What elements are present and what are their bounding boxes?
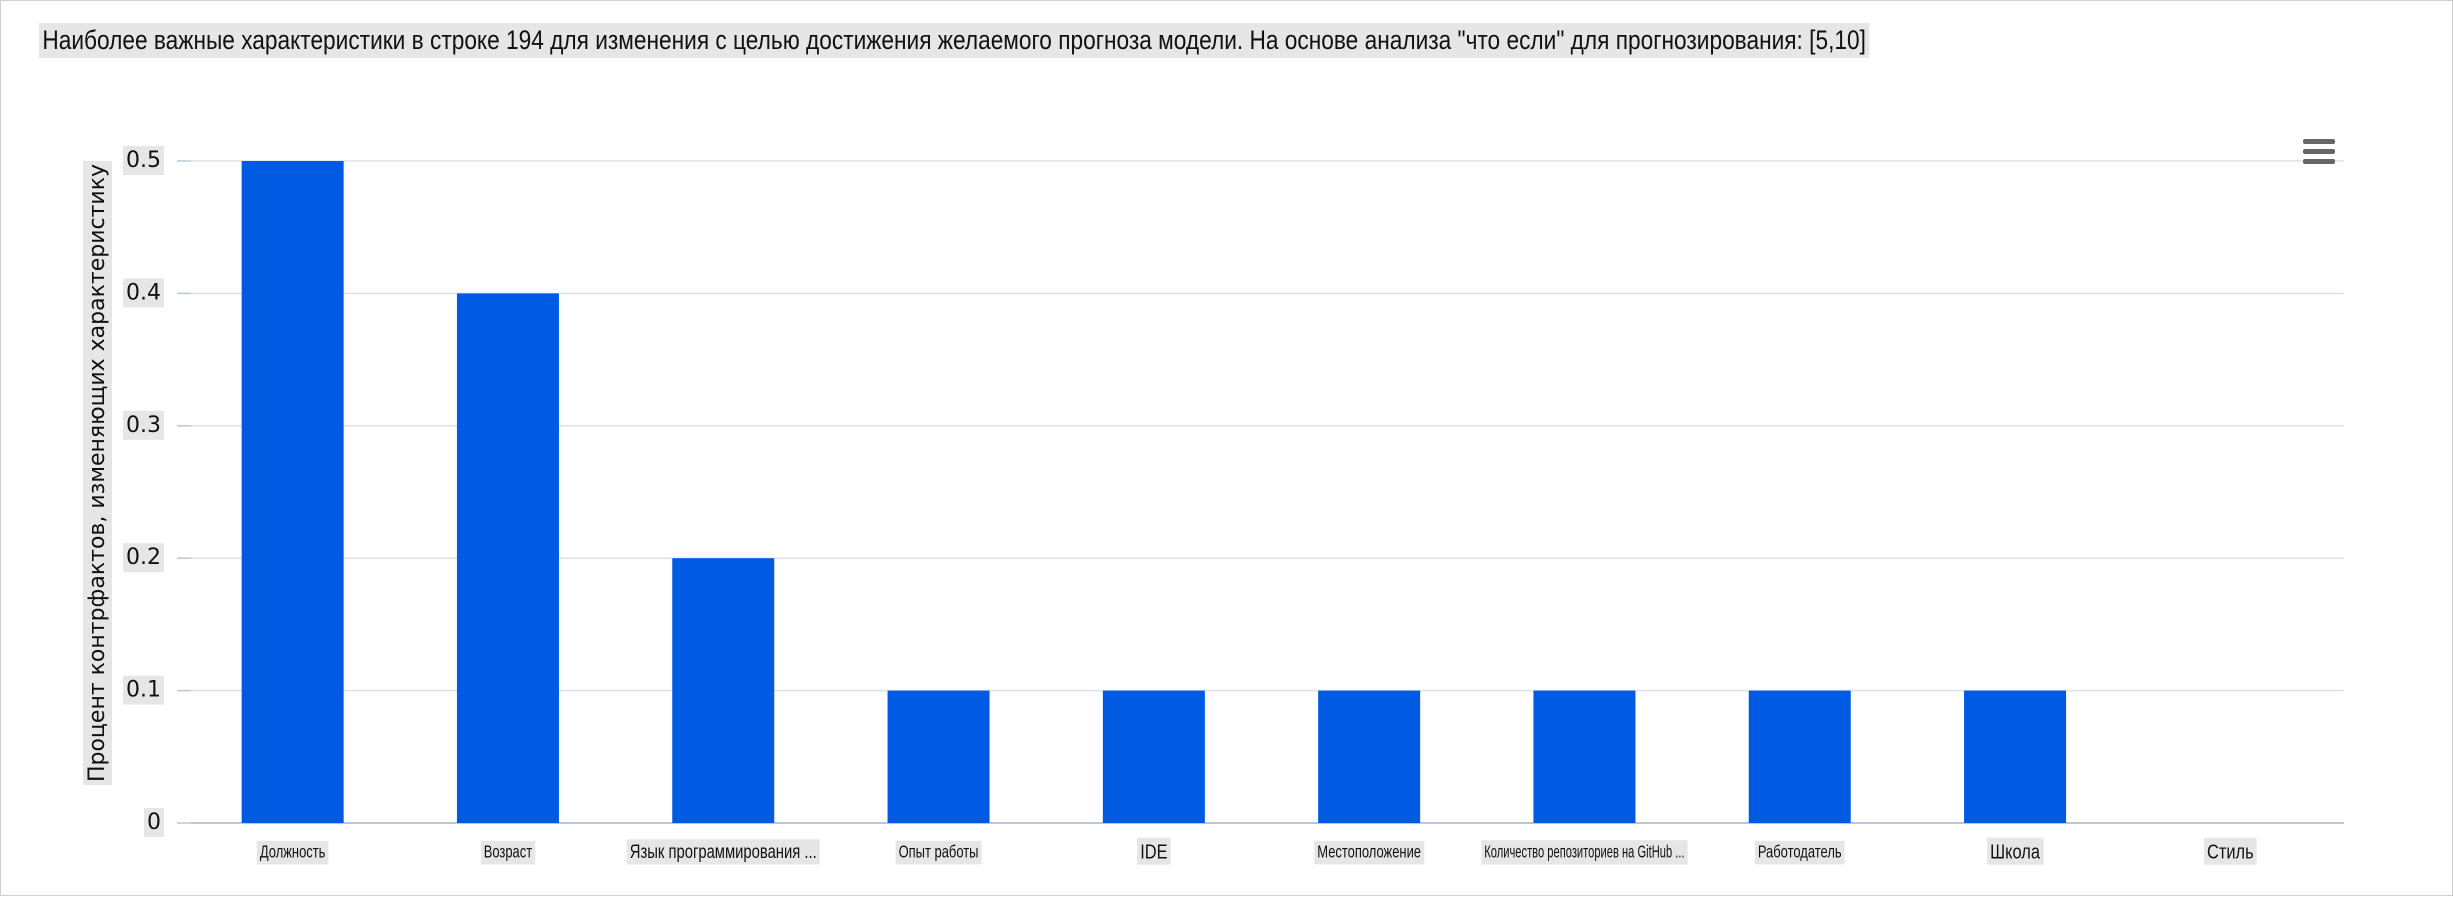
y-tick-label-background <box>123 278 164 308</box>
x-tick-label: Местоположение <box>1317 843 1421 863</box>
y-tick-label: 0.3 <box>126 413 161 438</box>
chart-title: Наиболее важные характеристики в строке … <box>39 23 1870 58</box>
menu-line-icon <box>2303 139 2335 144</box>
y-axis-title: Процент контрфактов, изменяющих характер… <box>85 164 110 782</box>
menu-line-icon <box>2303 149 2335 154</box>
y-tick-label-background <box>123 146 164 175</box>
x-tick-label: Работодатель <box>1758 843 1842 863</box>
y-tick-label: 0 <box>147 810 161 835</box>
bar[interactable] <box>1318 690 1421 823</box>
x-tick-label-background <box>480 840 536 865</box>
x-tick-label-background <box>1754 840 1845 865</box>
y-tick-label-background <box>123 675 164 705</box>
bar[interactable] <box>1964 690 2067 823</box>
bar[interactable] <box>241 161 344 823</box>
bar[interactable] <box>887 690 990 823</box>
x-tick-label: Должность <box>260 843 326 863</box>
y-tick-label: 0.5 <box>126 148 161 173</box>
x-tick-label: Опыт работы <box>899 843 979 863</box>
bar[interactable] <box>1533 690 1636 823</box>
menu-line-icon <box>2303 159 2335 164</box>
x-tick-label-background <box>2204 837 2257 865</box>
y-tick-label-background <box>144 808 164 837</box>
x-tick-label-background <box>1314 840 1425 865</box>
bar[interactable] <box>456 293 559 823</box>
x-tick-label: Возраст <box>484 843 532 863</box>
y-tick-label: 0.4 <box>126 280 161 305</box>
bar[interactable] <box>1748 690 1851 823</box>
x-tick-label: Стиль <box>2207 840 2254 863</box>
bar[interactable] <box>1102 690 1205 823</box>
y-tick-label-background <box>123 543 164 573</box>
y-tick-label: 0.2 <box>126 545 161 570</box>
y-axis-title-background <box>83 160 112 786</box>
bar[interactable] <box>672 558 775 823</box>
x-tick-label: Количество репозиториев на GitHub ... <box>1484 842 1684 862</box>
y-tick-label-background <box>123 410 164 440</box>
chart-menu-button[interactable] <box>2299 135 2339 171</box>
x-tick-label: Язык программирования ... <box>630 841 817 862</box>
x-tick-label: IDE <box>1140 840 1167 863</box>
x-tick-label-background <box>256 840 329 865</box>
x-tick-label-background <box>1481 840 1688 865</box>
x-tick-label-background <box>1137 837 1171 865</box>
x-tick-label-background <box>895 840 982 865</box>
y-tick-label: 0.1 <box>126 678 161 703</box>
x-tick-label: Школа <box>1990 840 2041 863</box>
x-tick-label-background <box>1987 837 2044 865</box>
x-tick-label-background <box>626 839 820 865</box>
